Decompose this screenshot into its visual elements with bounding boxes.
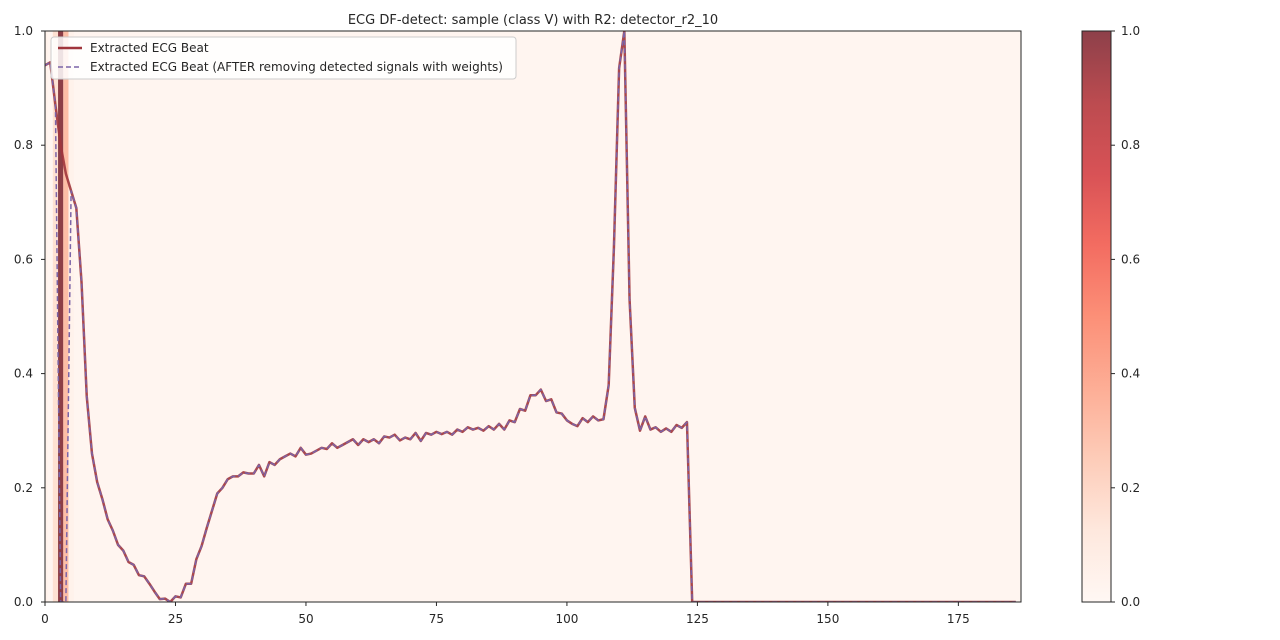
colorbar: 0.0 0.2 0.4 0.6 0.8 1.0 [1081, 24, 1140, 609]
weight-band [58, 31, 64, 602]
plot-frame [44, 30, 1022, 603]
weight-band [52, 31, 59, 602]
colorbar-gradient [1081, 30, 1112, 603]
series-line-extracted [45, 31, 1016, 602]
legend-box [50, 36, 517, 80]
plot-background [45, 31, 1021, 602]
x-tick-label: 150 [816, 612, 839, 626]
legend-label-after-removal: Extracted ECG Beat (AFTER removing detec… [90, 60, 503, 74]
x-tick-label: 75 [429, 612, 444, 626]
x-tick-label: 100 [555, 612, 578, 626]
y-tick-label: 0.0 [14, 595, 33, 609]
colorbar-tick-label: 0.4 [1121, 367, 1140, 381]
y-tick-label: 0.4 [14, 367, 33, 381]
y-tick-label: 0.2 [14, 481, 33, 495]
colorbar-tick-label: 0.6 [1121, 252, 1140, 266]
x-tick-label: 175 [947, 612, 970, 626]
x-tick-label: 125 [686, 612, 709, 626]
y-tick-label: 1.0 [14, 24, 33, 38]
weight-band [63, 31, 69, 602]
x-tick-label: 25 [168, 612, 183, 626]
y-tick-label: 0.8 [14, 138, 33, 152]
y-tick-label: 0.6 [14, 252, 33, 266]
x-tick-label: 0 [41, 612, 49, 626]
plot-area: 0 25 50 75 100 125 150 175 0.0 0.2 0.4 0.6 0.8 1.0 [14, 24, 1022, 626]
colorbar-tick-label: 0.2 [1121, 481, 1140, 495]
colorbar-tick-label: 0.8 [1121, 138, 1140, 152]
legend: Extracted ECG Beat Extracted ECG Beat (A… [50, 36, 517, 80]
legend-label-extracted: Extracted ECG Beat [90, 41, 209, 55]
colorbar-tick-label: 1.0 [1121, 24, 1140, 38]
chart-title: ECG DF-detect: sample (class V) with R2:… [348, 13, 718, 28]
x-tick-label: 50 [298, 612, 313, 626]
weight-band [45, 31, 48, 602]
colorbar-tick-label: 0.0 [1121, 595, 1140, 609]
weight-band [68, 31, 74, 602]
